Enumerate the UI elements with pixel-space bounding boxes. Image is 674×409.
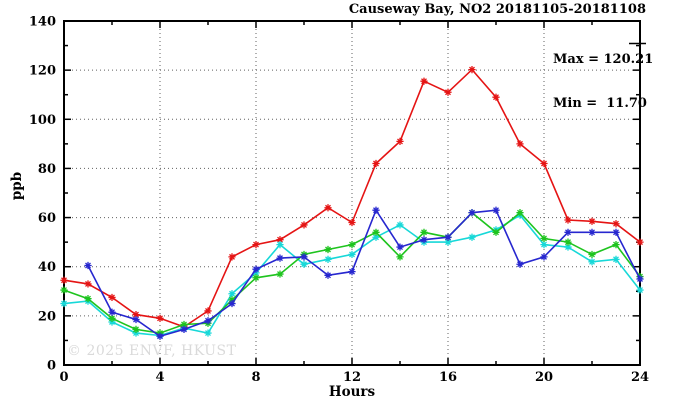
watermark: © 2025 ENVF, HKUST <box>67 343 237 359</box>
x-tick-label-0: 0 <box>59 370 68 385</box>
y-tick-label-80: 80 <box>38 162 56 177</box>
stat-min: Min = 11.70 <box>553 95 647 111</box>
y-tick-label-0: 0 <box>47 359 56 374</box>
series-blue-markers <box>84 206 644 340</box>
axis-ticks <box>63 20 641 366</box>
y-tick-label-60: 60 <box>38 211 56 226</box>
x-tick-label-24: 24 <box>631 370 649 385</box>
series-cyan <box>60 211 644 340</box>
y-axis-title: ppb <box>9 171 25 201</box>
x-tick-label-16: 16 <box>439 370 457 385</box>
x-tick-label-8: 8 <box>251 370 260 385</box>
gridlines <box>64 21 640 365</box>
series-cyan-markers <box>60 211 644 340</box>
y-tick-label-100: 100 <box>29 113 56 128</box>
x-tick-label-12: 12 <box>343 370 361 385</box>
x-tick-label-4: 4 <box>155 370 164 385</box>
tick-labels: 0 4 8 12 16 20 24 0 20 40 60 80 100 120 140 <box>29 15 649 386</box>
series-blue <box>84 206 644 340</box>
y-tick-label-20: 20 <box>38 309 56 324</box>
y-tick-label-120: 120 <box>29 64 56 79</box>
stats-box: Max = 120.21 Min = 11.70 <box>553 24 653 140</box>
y-tick-label-140: 140 <box>29 15 56 30</box>
y-tick-label-40: 40 <box>38 260 56 275</box>
chart-title: Causeway Bay, NO2 20181105-20181108 <box>348 2 646 17</box>
x-axis-title: Hours <box>328 384 376 400</box>
x-tick-label-20: 20 <box>535 370 553 385</box>
series-blue-line <box>87 208 641 338</box>
stat-max: Max = 120.21 <box>553 52 654 67</box>
